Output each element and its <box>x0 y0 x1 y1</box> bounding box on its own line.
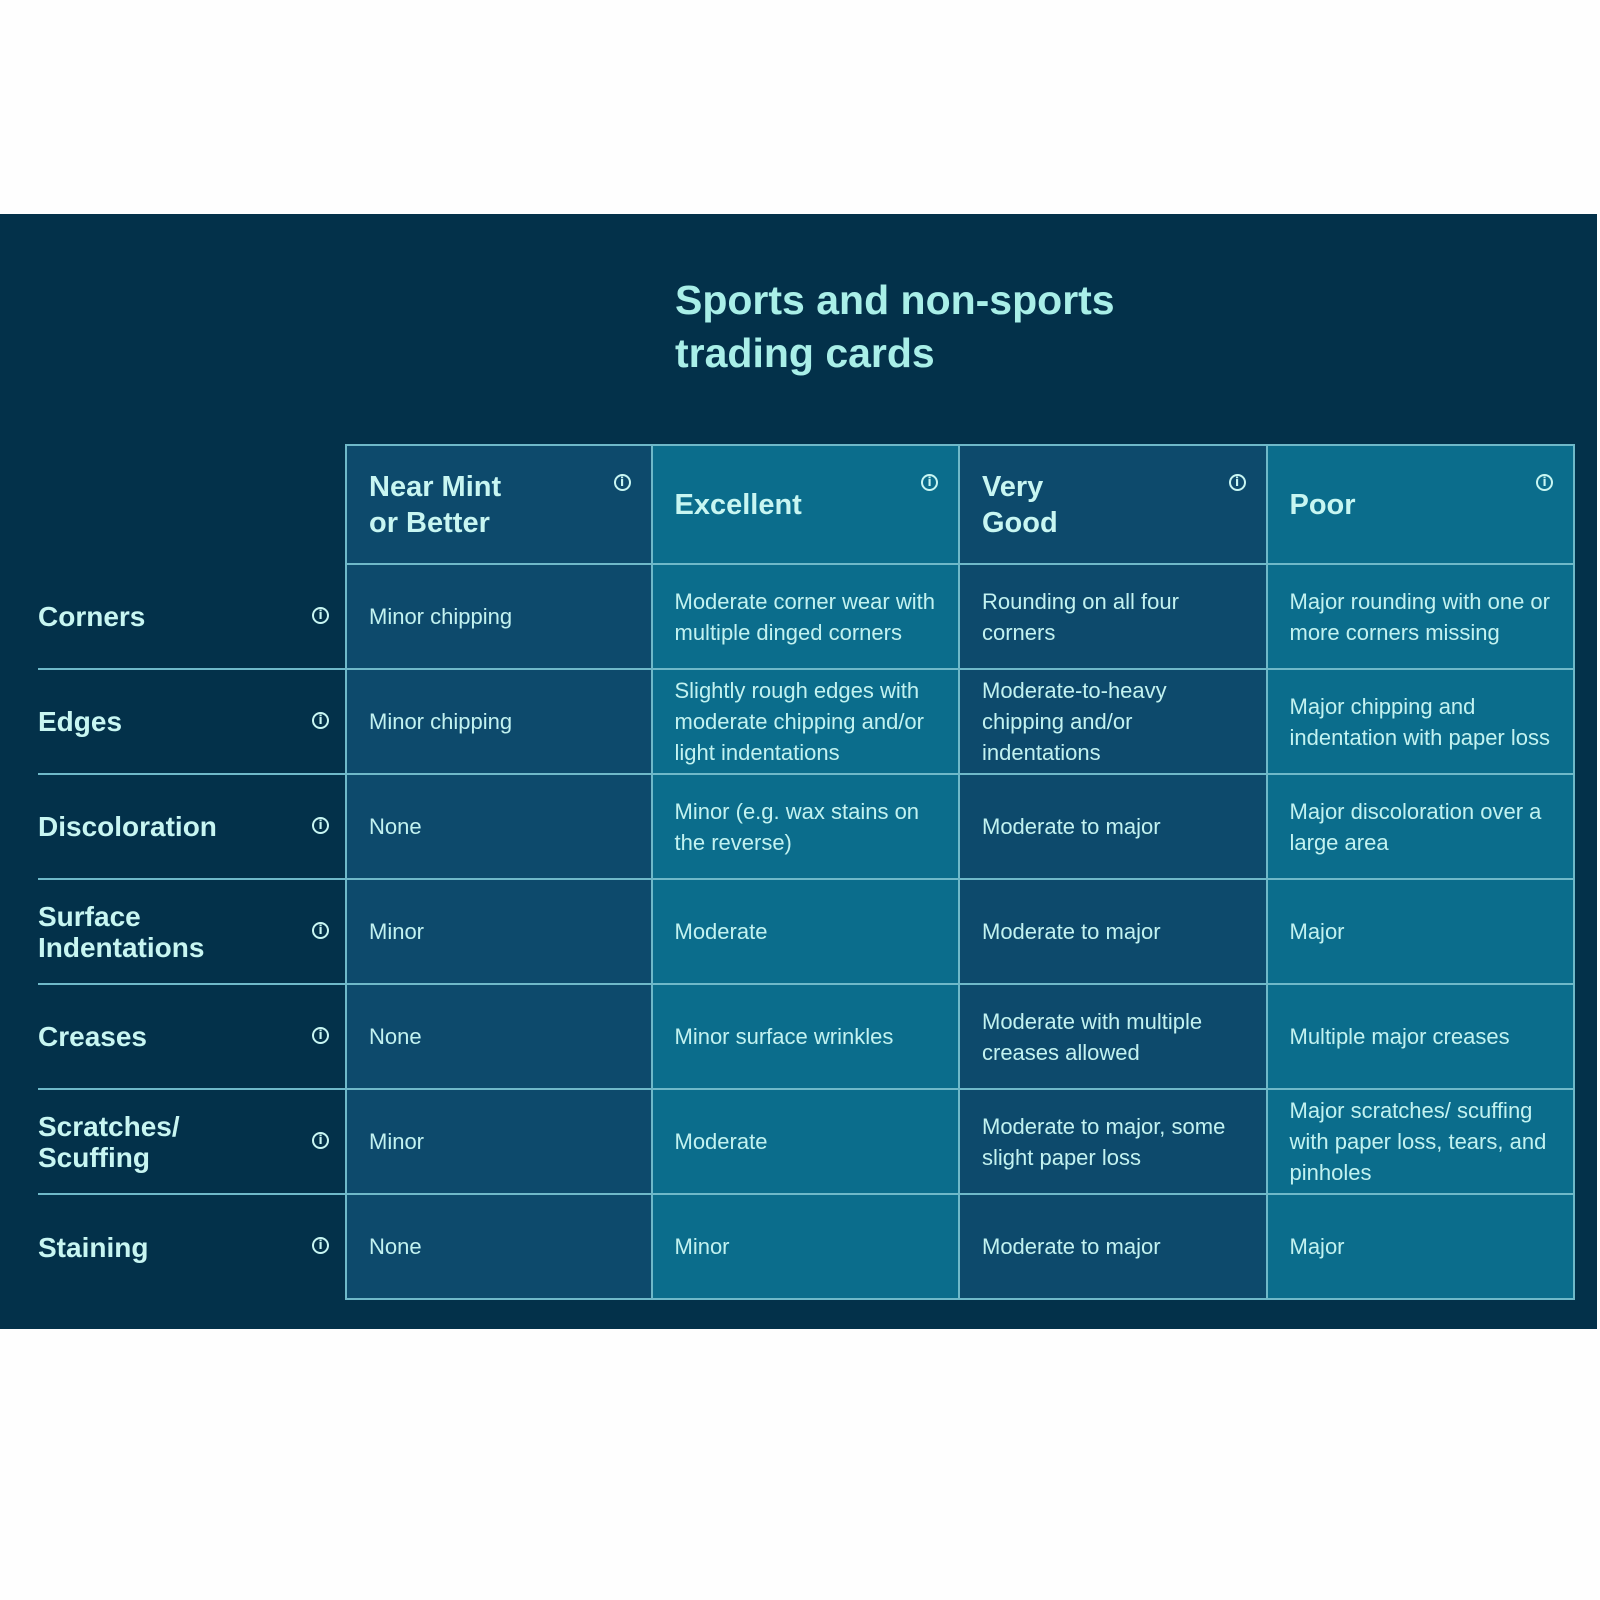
row-label-text: Staining <box>38 1232 149 1263</box>
panel-title: Sports and non-sports trading cards <box>675 274 1115 380</box>
cell-text: Major <box>1289 919 1345 944</box>
table-cell: Rounding on all four corners <box>960 565 1268 670</box>
cell-text: Multiple major creases <box>1289 1024 1510 1049</box>
cell-text: Slightly rough edges with moderate chipp… <box>674 678 925 765</box>
info-circle-icon[interactable]: i <box>312 1237 329 1254</box>
table-cell: Moderate <box>652 1090 960 1195</box>
row-label-text: Discoloration <box>38 811 217 842</box>
table-cell: Moderate-to-heavy chipping and/or indent… <box>960 670 1268 775</box>
column-header: Poor i <box>1267 444 1575 565</box>
column-header-label: Poor <box>1289 488 1356 521</box>
cell-text: Minor <box>369 1129 425 1154</box>
row-label-text: Scratches/ Scuffing <box>38 1110 180 1173</box>
title-line-2: trading cards <box>675 330 935 376</box>
table-cell: Major discoloration over a large area <box>1267 775 1575 880</box>
row-label-text: Corners <box>38 601 146 632</box>
cell-text: None <box>369 1024 422 1049</box>
table-cell: Minor chipping <box>345 670 653 775</box>
table-cell: Minor <box>345 1090 653 1195</box>
cell-text: Moderate to major <box>982 814 1161 839</box>
cell-text: Major chipping and indentation with pape… <box>1289 693 1551 750</box>
row-label: Discoloration i <box>38 775 345 880</box>
table-cell: Major chipping and indentation with pape… <box>1267 670 1575 775</box>
column-header: Excellent i <box>652 444 960 565</box>
cell-text: Moderate with multiple creases allowed <box>982 1008 1203 1065</box>
info-circle-icon[interactable]: i <box>1536 474 1553 491</box>
cell-text: Minor (e.g. wax stains on the reverse) <box>674 798 920 855</box>
table-cell: Moderate to major <box>960 775 1268 880</box>
table-cell: Major <box>1267 1195 1575 1300</box>
info-circle-icon[interactable]: i <box>312 922 329 939</box>
row-label-text: Edges <box>38 706 123 737</box>
table-cell: None <box>345 775 653 880</box>
table-cell: Multiple major creases <box>1267 985 1575 1090</box>
table-cell: Minor <box>345 880 653 985</box>
cell-text: Major scratches/ scuffing with paper los… <box>1289 1098 1547 1185</box>
row-label-text: Creases <box>38 1021 147 1052</box>
cell-text: None <box>369 814 422 839</box>
table-cell: Minor surface wrinkles <box>652 985 960 1090</box>
cell-text: Moderate to major <box>982 919 1161 944</box>
cell-text: Moderate-to-heavy chipping and/or indent… <box>982 678 1167 765</box>
cell-text: Moderate to major <box>982 1234 1161 1259</box>
table-cell: Moderate to major <box>960 880 1268 985</box>
row-label: Staining i <box>38 1195 345 1300</box>
info-circle-icon[interactable]: i <box>312 712 329 729</box>
cell-text: Moderate <box>674 919 768 944</box>
cell-text: Minor chipping <box>369 604 513 629</box>
table-cell: Major rounding with one or more corners … <box>1267 565 1575 670</box>
info-circle-icon[interactable]: i <box>1228 474 1246 491</box>
table-cell: Moderate to major, some slight paper los… <box>960 1090 1268 1195</box>
table-cell: Minor <box>652 1195 960 1300</box>
table-cell: Moderate corner wear with multiple dinge… <box>652 565 960 670</box>
column-header: Very Good i <box>960 444 1268 565</box>
info-circle-icon[interactable]: i <box>921 474 938 491</box>
column-header: Near Mint or Better i <box>345 444 653 565</box>
table-cell: Minor (e.g. wax stains on the reverse) <box>652 775 960 880</box>
cell-text: Rounding on all four corners <box>982 588 1179 645</box>
column-header-label: Very Good <box>982 470 1058 539</box>
cell-text: Minor <box>674 1234 730 1259</box>
table-cell: Slightly rough edges with moderate chipp… <box>652 670 960 775</box>
grading-panel: Sports and non-sports trading cards Near… <box>0 214 1597 1329</box>
table-cell: Minor chipping <box>345 565 653 670</box>
table-cell: Moderate with multiple creases allowed <box>960 985 1268 1090</box>
row-label: Corners i <box>38 565 345 670</box>
cell-text: Major <box>1289 1234 1345 1259</box>
table-cell: None <box>345 1195 653 1300</box>
cell-text: Moderate <box>674 1129 768 1154</box>
cell-text: Major discoloration over a large area <box>1289 798 1542 855</box>
cell-text: None <box>369 1234 422 1259</box>
column-header-label: Near Mint or Better <box>369 470 502 539</box>
table-cell: Moderate <box>652 880 960 985</box>
cell-text: Major rounding with one or more corners … <box>1289 588 1550 645</box>
cell-text: Minor surface wrinkles <box>674 1024 894 1049</box>
row-label: Edges i <box>38 670 345 775</box>
cell-text: Moderate corner wear with multiple dinge… <box>674 588 935 645</box>
info-circle-icon[interactable]: i <box>312 607 329 624</box>
cell-text: Minor chipping <box>369 709 513 734</box>
row-label: Scratches/ Scuffing i <box>38 1090 345 1195</box>
table-cell: Major scratches/ scuffing with paper los… <box>1267 1090 1575 1195</box>
column-header-label: Excellent <box>674 488 802 521</box>
info-circle-icon[interactable]: i <box>312 1132 329 1149</box>
cell-text: Minor <box>369 919 425 944</box>
cell-text: Moderate to major, some slight paper los… <box>982 1113 1226 1170</box>
title-line-1: Sports and non-sports <box>675 277 1115 323</box>
table-corner <box>38 444 345 565</box>
table-cell: None <box>345 985 653 1090</box>
info-circle-icon[interactable]: i <box>613 474 631 491</box>
info-circle-icon[interactable]: i <box>312 1027 329 1044</box>
table-cell: Moderate to major <box>960 1195 1268 1300</box>
condition-table: Near Mint or Better i Excellent i Very Good i… <box>38 444 1575 1300</box>
row-label: Creases i <box>38 985 345 1090</box>
info-circle-icon[interactable]: i <box>312 817 329 834</box>
row-label-text: Surface Indentations <box>38 900 205 963</box>
table-cell: Major <box>1267 880 1575 985</box>
row-label: Surface Indentations i <box>38 880 345 985</box>
